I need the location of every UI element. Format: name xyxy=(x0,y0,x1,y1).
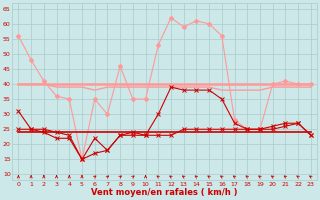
X-axis label: Vent moyen/en rafales ( km/h ): Vent moyen/en rafales ( km/h ) xyxy=(92,188,238,197)
